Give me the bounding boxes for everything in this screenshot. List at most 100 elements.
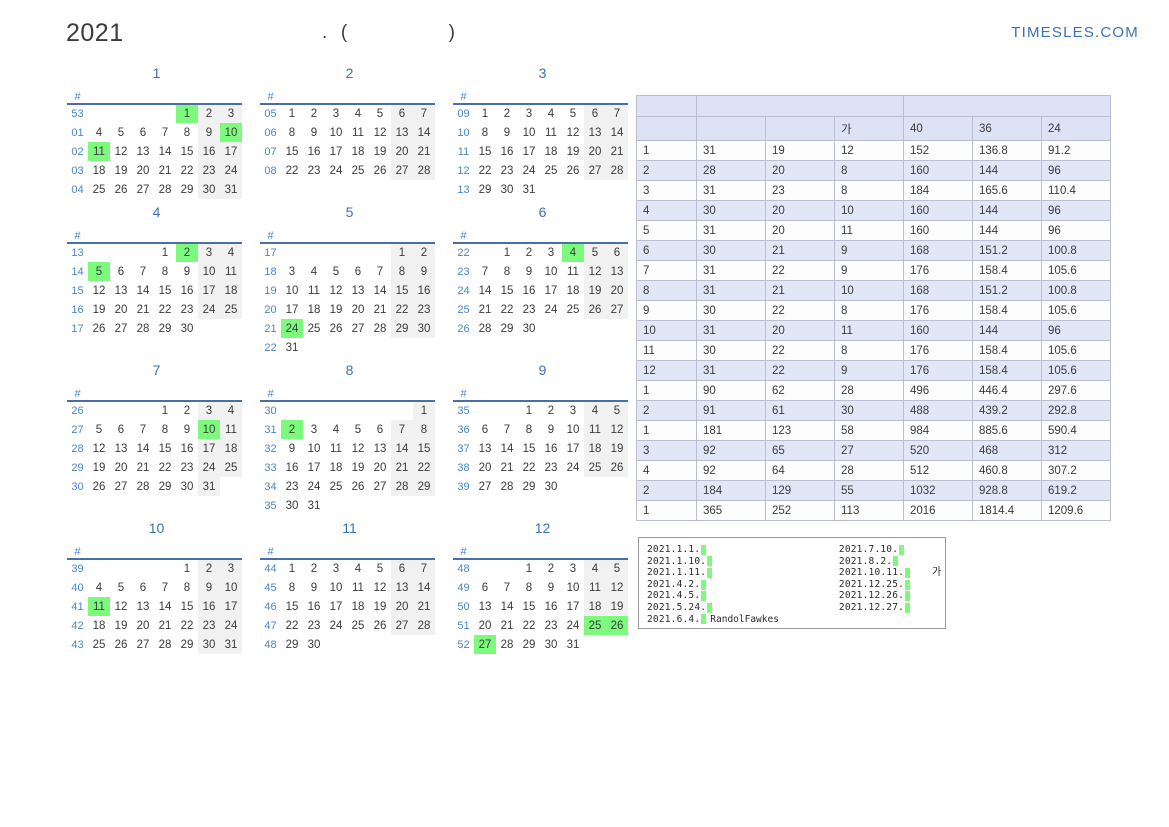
day-cell[interactable]: 4 <box>95 581 103 594</box>
table-row[interactable]: 1 31 19 12 152 136.8 91.2 <box>636 140 1111 161</box>
day-cell[interactable]: 13 <box>373 442 387 455</box>
day-cell[interactable]: 6 <box>139 126 147 139</box>
day-cell[interactable]: 10 <box>220 578 242 597</box>
table-row[interactable]: 2 91 61 30 488 439.2 292.8 <box>636 400 1111 421</box>
day-cell[interactable]: 28 <box>413 161 435 180</box>
day-cell[interactable]: 16 <box>544 442 558 455</box>
week-number-cell[interactable]: 44 <box>264 563 277 575</box>
day-cell[interactable]: 11 <box>545 126 557 139</box>
week-number-cell[interactable]: 48 <box>457 563 470 575</box>
day-cell[interactable]: 27 <box>136 183 150 196</box>
day-cell[interactable]: 6 <box>391 559 413 578</box>
day-cell[interactable]: 3 <box>288 265 296 278</box>
day-cell[interactable]: 13 <box>391 578 413 597</box>
day-cell[interactable]: 22 <box>285 619 299 632</box>
day-cell[interactable]: 18 <box>566 284 580 297</box>
week-number-cell[interactable]: 32 <box>264 442 277 455</box>
day-cell[interactable]: 11 <box>220 420 242 439</box>
day-cell[interactable]: 4 <box>354 563 362 575</box>
day-cell[interactable]: 8 <box>183 581 191 594</box>
day-cell[interactable]: 16 <box>180 284 194 297</box>
day-cell[interactable]: 4 <box>220 243 242 262</box>
week-number-cell[interactable]: 48 <box>264 638 277 651</box>
day-cell[interactable]: 22 <box>285 164 299 177</box>
day-cell[interactable]: 9 <box>503 126 511 139</box>
day-cell[interactable]: 5 <box>376 563 384 575</box>
day-cell[interactable]: 23 <box>198 616 220 635</box>
week-number-cell[interactable]: 49 <box>457 581 470 594</box>
day-cell[interactable]: 3 <box>310 423 318 436</box>
day-cell[interactable]: 25 <box>220 300 242 319</box>
day-cell[interactable]: 27 <box>391 161 413 180</box>
day-cell[interactable]: 4 <box>584 401 606 420</box>
day-cell[interactable]: 17 <box>544 284 558 297</box>
week-number-cell[interactable]: 38 <box>457 461 470 474</box>
day-cell[interactable]: 25 <box>92 638 106 651</box>
day-cell[interactable]: 19 <box>373 600 387 613</box>
day-cell[interactable]: 4 <box>220 401 242 420</box>
week-number-cell[interactable]: 43 <box>71 638 84 651</box>
day-cell[interactable]: 16 <box>198 597 220 616</box>
day-cell[interactable]: 22 <box>478 164 492 177</box>
week-number-cell[interactable]: 37 <box>457 442 470 455</box>
day-cell[interactable]: 8 <box>481 126 489 139</box>
day-cell[interactable]: 17 <box>329 600 343 613</box>
day-cell[interactable]: 24 <box>566 619 580 632</box>
day-cell[interactable]: 25 <box>92 183 106 196</box>
day-cell[interactable]: 1 <box>391 243 413 262</box>
day-cell[interactable]: 21 <box>500 461 514 474</box>
day-cell[interactable]: 28 <box>158 638 172 651</box>
week-number-cell[interactable]: 09 <box>457 108 470 120</box>
day-cell[interactable]: 29 <box>478 183 492 196</box>
week-number-cell[interactable]: 06 <box>264 126 277 139</box>
month-name-label[interactable]: 4 <box>152 204 161 220</box>
month-name-label[interactable]: 7 <box>152 362 161 378</box>
month-name-label[interactable]: 1 <box>152 65 161 81</box>
day-cell[interactable]: 7 <box>481 265 489 278</box>
day-cell[interactable]: 30 <box>307 638 321 651</box>
week-number-cell[interactable]: 16 <box>71 303 84 316</box>
day-cell[interactable]: 22 <box>413 458 435 477</box>
table-row[interactable]: 1 365 252 113 2016 1814.4 1209.6 <box>636 500 1111 521</box>
day-cell[interactable]: 24 <box>198 458 220 477</box>
day-cell[interactable]: 30 <box>180 322 194 335</box>
day-cell[interactable]: 10 <box>329 126 343 139</box>
day-cell[interactable]: 9 <box>310 126 318 139</box>
day-cell[interactable]: 3 <box>332 108 340 120</box>
day-cell[interactable]: 25 <box>351 164 365 177</box>
week-number-cell[interactable]: 27 <box>71 423 84 436</box>
day-cell[interactable]: 30 <box>198 180 220 199</box>
week-number-cell[interactable]: 53 <box>71 108 84 120</box>
day-cell[interactable]: 23 <box>522 303 536 316</box>
day-cell[interactable]: 14 <box>136 442 150 455</box>
day-cell[interactable]: 27 <box>474 635 496 654</box>
day-cell[interactable]: 24 <box>329 619 343 632</box>
day-cell[interactable]: 9 <box>310 581 318 594</box>
day-cell[interactable]: 20 <box>351 303 365 316</box>
day-cell[interactable]: 2 <box>547 405 555 417</box>
day-cell[interactable]: 5 <box>88 262 110 281</box>
day-cell[interactable]: 19 <box>92 303 106 316</box>
day-cell[interactable]: 27 <box>391 616 413 635</box>
day-cell[interactable]: 2 <box>525 247 533 259</box>
day-cell[interactable]: 31 <box>307 499 321 512</box>
day-cell[interactable]: 1 <box>176 104 198 123</box>
day-cell[interactable]: 28 <box>373 322 387 335</box>
day-cell[interactable]: 18 <box>92 164 106 177</box>
month-name-label[interactable]: 6 <box>538 204 547 220</box>
day-cell[interactable]: 10 <box>544 265 558 278</box>
day-cell[interactable]: 17 <box>307 461 321 474</box>
day-cell[interactable]: 29 <box>285 638 299 651</box>
day-cell[interactable]: 1 <box>525 405 533 417</box>
day-cell[interactable]: 28 <box>413 616 435 635</box>
day-cell[interactable]: 29 <box>180 183 194 196</box>
day-cell[interactable]: 30 <box>413 319 435 338</box>
day-cell[interactable]: 26 <box>566 164 580 177</box>
day-cell[interactable]: 25 <box>584 458 606 477</box>
day-cell[interactable]: 19 <box>114 619 128 632</box>
day-cell[interactable]: 21 <box>413 597 435 616</box>
day-cell[interactable]: 12 <box>606 420 628 439</box>
day-cell[interactable]: 20 <box>584 142 606 161</box>
day-cell[interactable]: 5 <box>606 401 628 420</box>
week-number-cell[interactable]: 10 <box>457 126 470 139</box>
